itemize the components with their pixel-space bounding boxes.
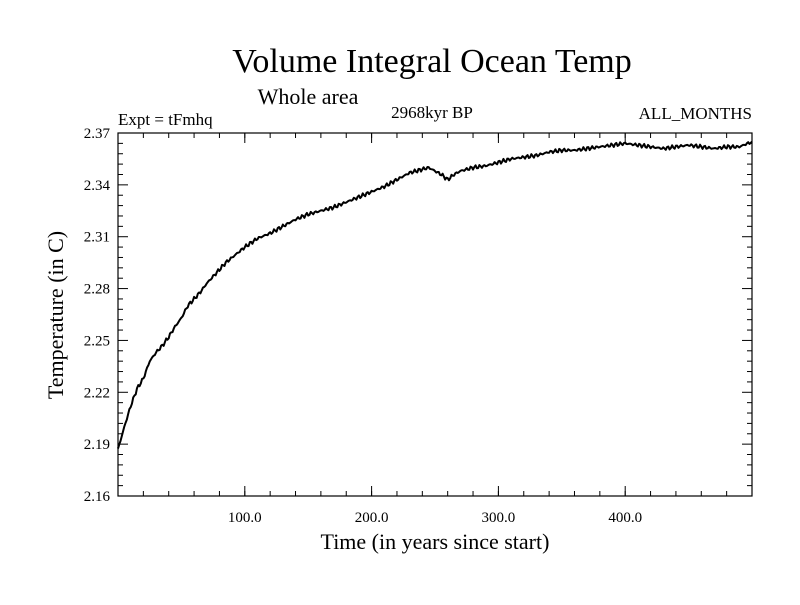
x-axis-label: Time (in years since start) xyxy=(321,529,550,554)
series-line-ocean-temp xyxy=(117,140,753,449)
period-label: 2968kyr BP xyxy=(391,103,473,122)
x-tick-label: 100.0 xyxy=(228,510,262,526)
y-tick-label: 2.25 xyxy=(84,333,110,349)
chart-title: Volume Integral Ocean Temp xyxy=(232,43,632,80)
y-tick-label: 2.22 xyxy=(84,385,110,401)
x-tick-label: 400.0 xyxy=(608,510,642,526)
x-tick-label: 300.0 xyxy=(482,510,516,526)
x-tick-labels: 100.0 200.0 300.0 400.0 xyxy=(228,510,642,526)
months-label: ALL_MONTHS xyxy=(639,104,752,123)
x-tick-label: 200.0 xyxy=(355,510,389,526)
y-tick-label: 2.28 xyxy=(84,282,110,298)
y-tick-labels: 2.16 2.19 2.22 2.25 2.28 2.31 2.34 2.37 xyxy=(84,126,111,505)
y-tick-label: 2.31 xyxy=(84,230,110,246)
expt-label: Expt = tFmhq xyxy=(118,110,213,129)
y-axis-label: Temperature (in C) xyxy=(43,231,68,399)
y-tick-label: 2.16 xyxy=(84,489,111,505)
axis-ticks xyxy=(118,132,752,497)
y-tick-label: 2.34 xyxy=(84,178,111,194)
y-tick-label: 2.37 xyxy=(84,126,111,142)
chart-subtitle: Whole area xyxy=(258,84,359,109)
y-tick-label: 2.19 xyxy=(84,437,110,453)
plot-frame xyxy=(117,132,753,497)
